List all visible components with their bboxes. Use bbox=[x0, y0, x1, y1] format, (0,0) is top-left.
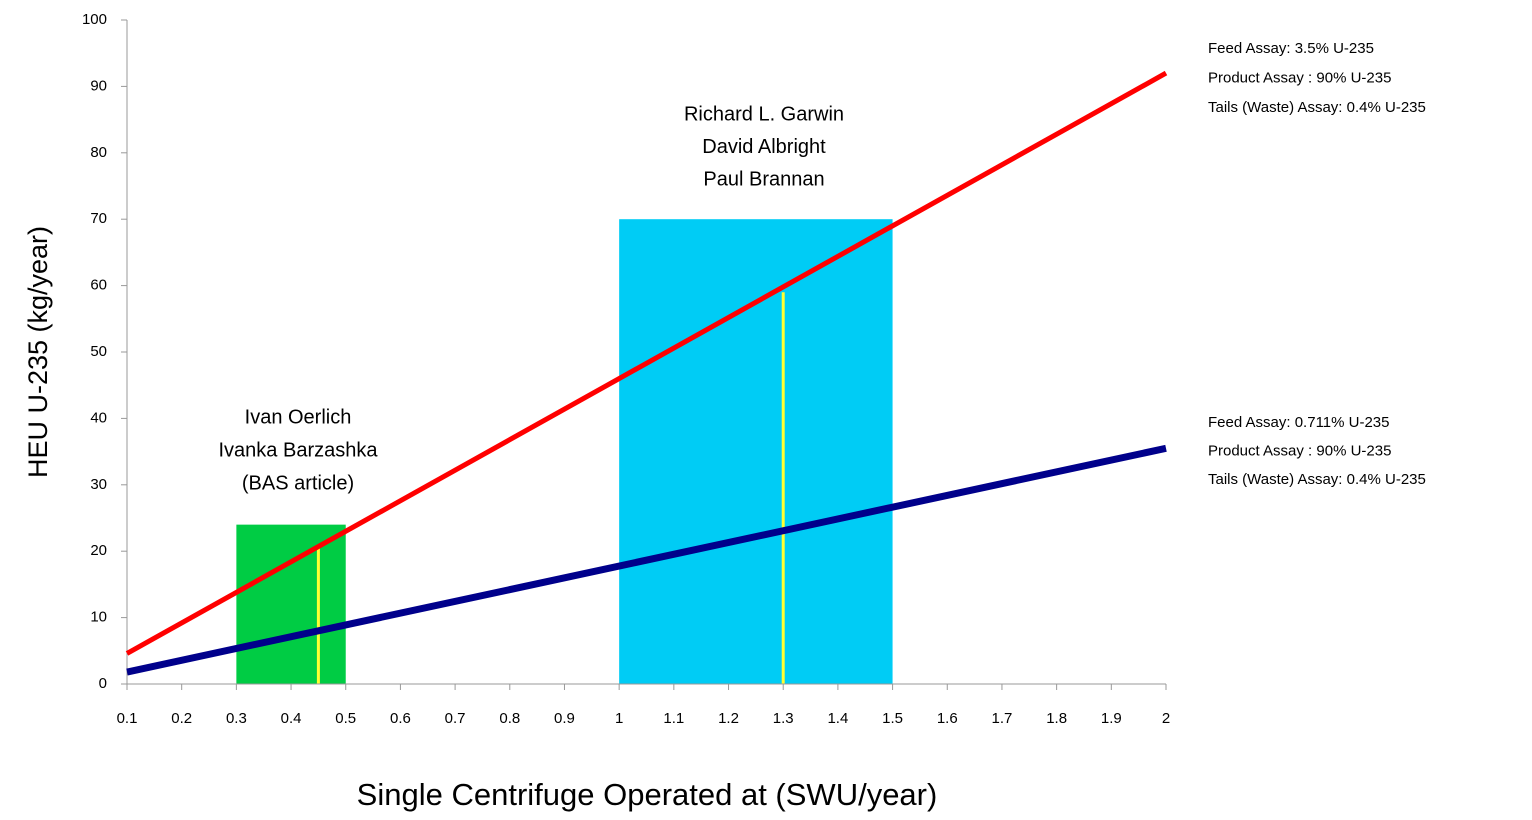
annotation: Product Assay : 90% U-235 bbox=[1208, 442, 1391, 459]
x-tick-label: 1.1 bbox=[663, 710, 684, 727]
annotation: Ivan Oerlich bbox=[245, 406, 352, 428]
x-tick-label: 1.3 bbox=[773, 710, 794, 727]
x-tick-label: 0.2 bbox=[171, 710, 192, 727]
y-tick-label: 80 bbox=[90, 144, 107, 161]
y-tick-label: 100 bbox=[82, 11, 107, 28]
x-axis-label: Single Centrifuge Operated at (SWU/year) bbox=[357, 777, 938, 812]
annotation: Ivanka Barzashka bbox=[219, 439, 379, 461]
x-tick-label: 2 bbox=[1162, 710, 1170, 727]
annotation: Tails (Waste) Assay: 0.4% U-235 bbox=[1208, 471, 1426, 488]
y-tick-label: 60 bbox=[90, 277, 107, 294]
x-tick-label: 0.5 bbox=[335, 710, 356, 727]
y-tick-label: 20 bbox=[90, 542, 107, 559]
y-axis-label: HEU U-235 (kg/year) bbox=[23, 226, 53, 478]
shaded-region bbox=[236, 524, 346, 684]
annotation: (BAS article) bbox=[242, 472, 354, 494]
annotation: Richard L. Garwin bbox=[684, 103, 844, 125]
x-tick-label: 0.6 bbox=[390, 710, 411, 727]
y-tick-label: 70 bbox=[90, 210, 107, 227]
series-line bbox=[125, 70, 1168, 656]
x-tick-label: 0.9 bbox=[554, 710, 575, 727]
annotation: David Albright bbox=[702, 136, 826, 158]
shaded-region bbox=[619, 219, 893, 684]
x-tick-label: 1.7 bbox=[992, 710, 1013, 727]
x-tick-label: 0.8 bbox=[499, 710, 520, 727]
annotation: Product Assay : 90% U-235 bbox=[1208, 69, 1391, 86]
annotation: Paul Brannan bbox=[703, 168, 824, 190]
x-tick-label: 1.4 bbox=[827, 710, 848, 727]
y-tick-label: 10 bbox=[90, 609, 107, 626]
x-tick-label: 0.7 bbox=[445, 710, 466, 727]
y-tick-label: 90 bbox=[90, 77, 107, 94]
x-tick-label: 0.4 bbox=[281, 710, 302, 727]
y-tick-label: 40 bbox=[90, 409, 107, 426]
annotation: Tails (Waste) Assay: 0.4% U-235 bbox=[1208, 99, 1426, 116]
x-tick-label: 1 bbox=[615, 710, 623, 727]
x-tick-label: 1.5 bbox=[882, 710, 903, 727]
y-tick-label: 30 bbox=[90, 476, 107, 493]
series-line bbox=[126, 444, 1167, 676]
x-tick-label: 1.6 bbox=[937, 710, 958, 727]
annotation: Feed Assay: 0.711% U-235 bbox=[1208, 414, 1390, 431]
x-tick-label: 0.3 bbox=[226, 710, 247, 727]
x-tick-label: 1.2 bbox=[718, 710, 739, 727]
x-tick-label: 1.9 bbox=[1101, 710, 1122, 727]
y-tick-label: 50 bbox=[90, 343, 107, 360]
x-tick-label: 0.1 bbox=[117, 710, 138, 727]
y-tick-label: 0 bbox=[99, 675, 107, 692]
annotation: Feed Assay: 3.5% U-235 bbox=[1208, 40, 1374, 57]
x-tick-label: 1.8 bbox=[1046, 710, 1067, 727]
